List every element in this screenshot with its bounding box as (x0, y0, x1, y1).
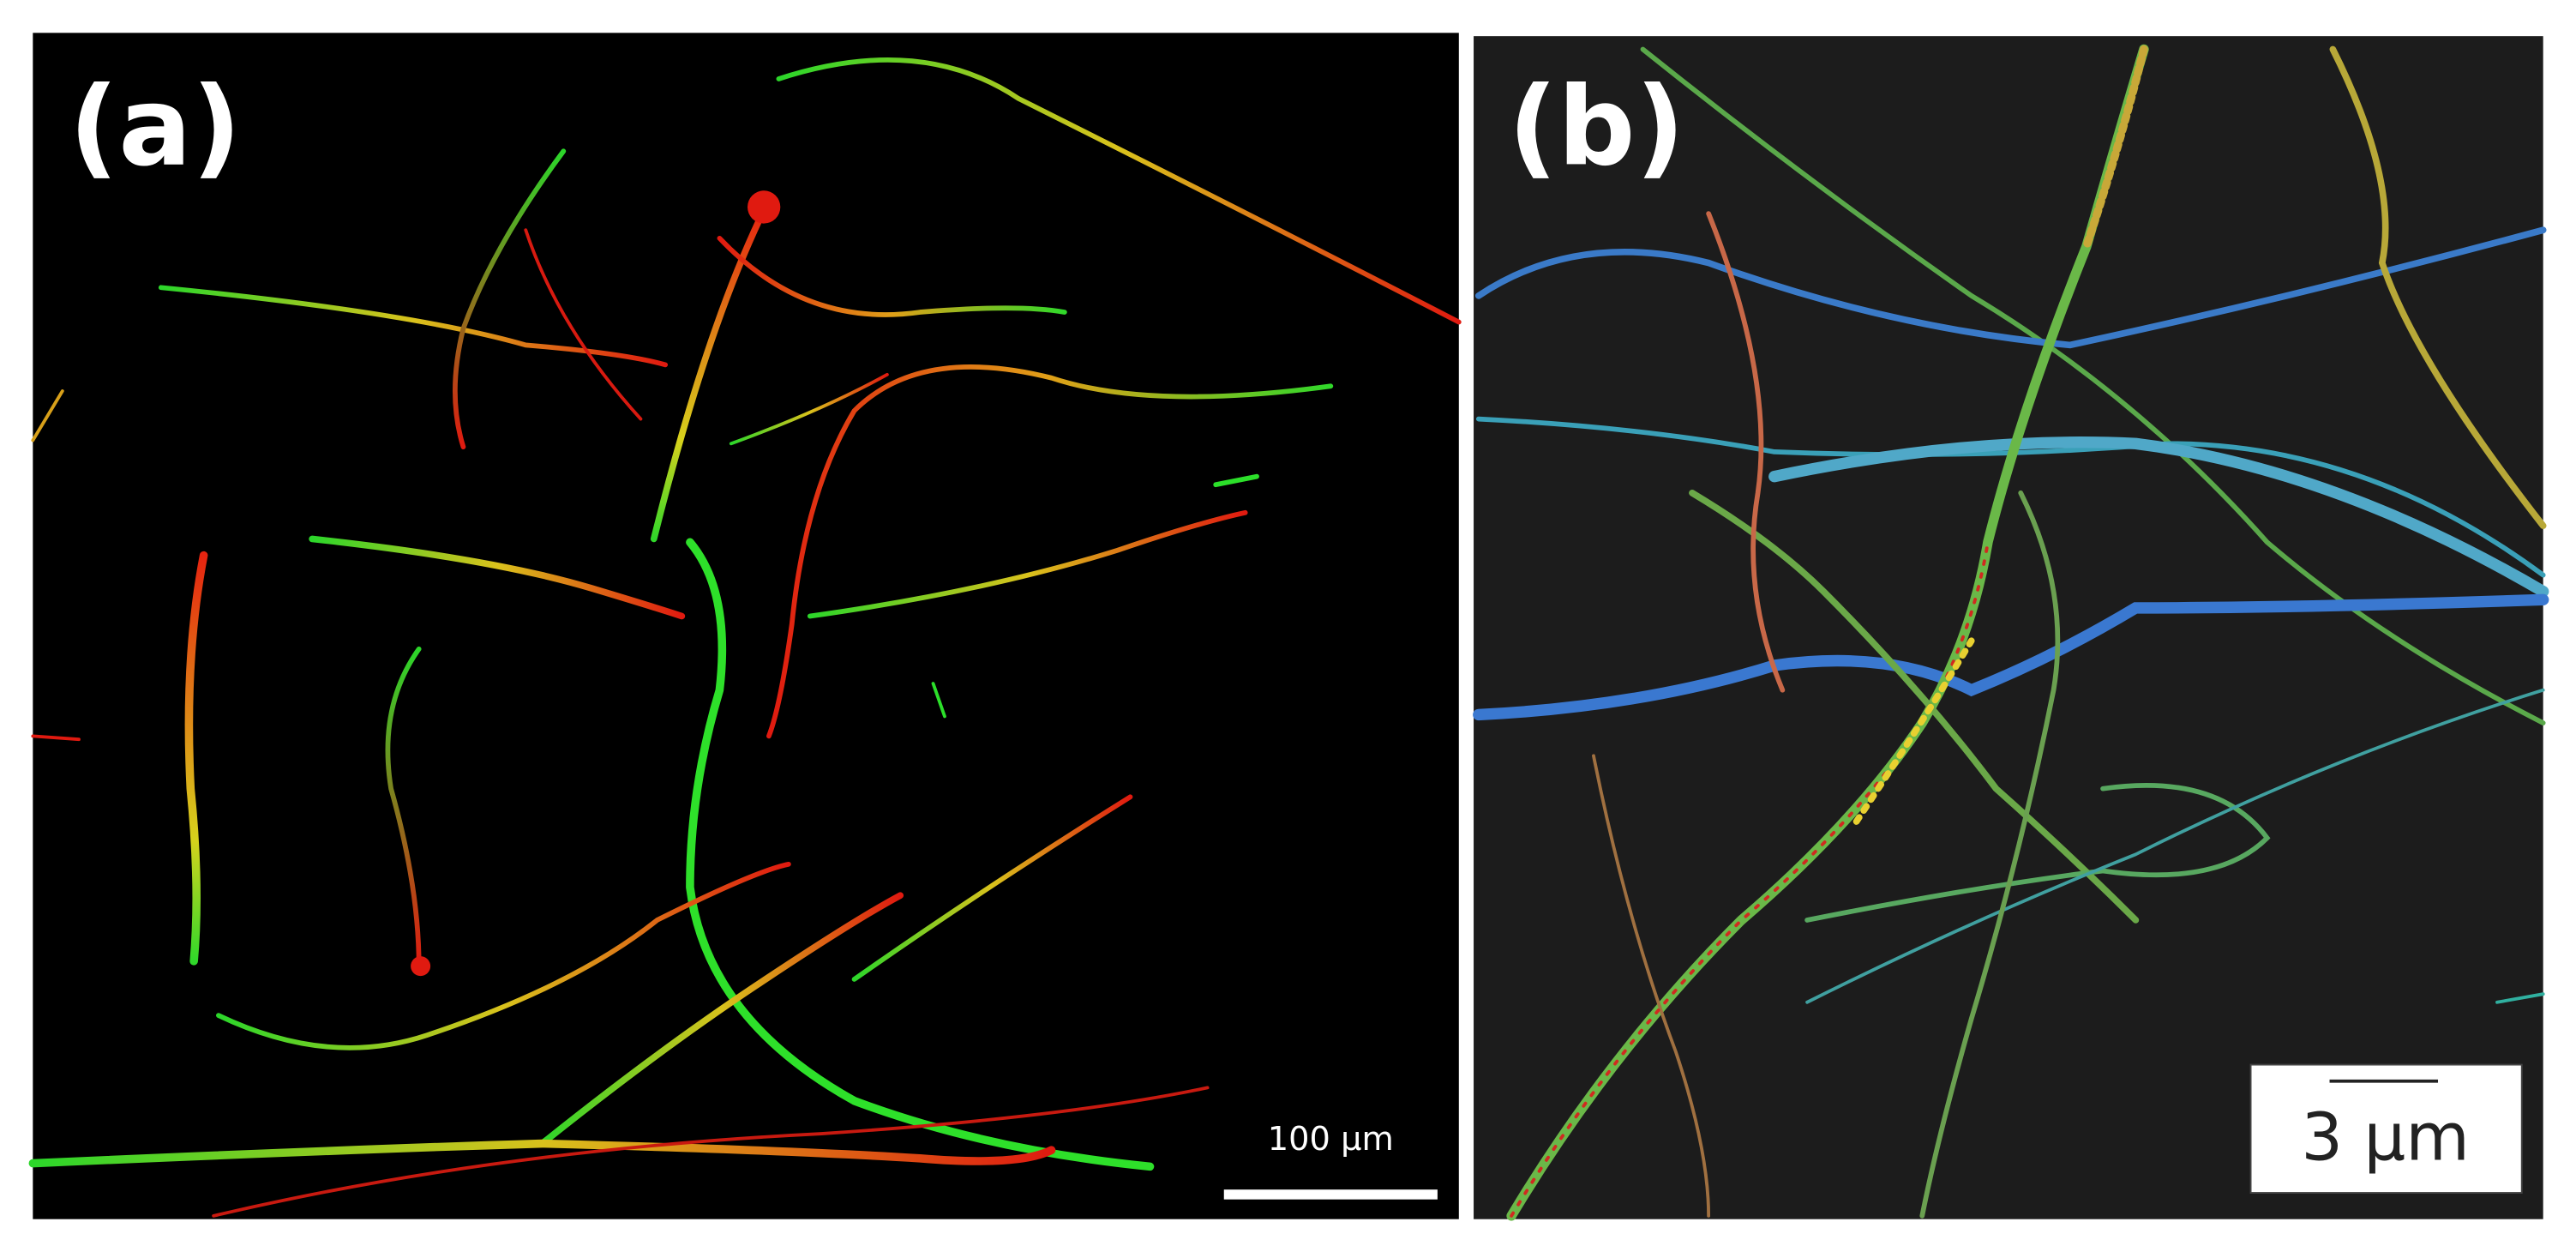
scale-bar-label: 100 µm (1268, 1120, 1394, 1159)
panel-a: (a) 100 µm (28, 33, 1462, 1219)
scale-bar-box (2249, 1063, 2523, 1194)
panel-label: (a) (69, 64, 241, 190)
panel-a-background (33, 33, 1459, 1219)
scale-bar-label: 3 µm (2301, 1100, 2470, 1177)
scale-bar (1223, 1189, 1438, 1200)
panel-label: (b) (1508, 64, 1684, 190)
fibers-a (28, 57, 1462, 1218)
panel-b: (b) 3 µm (1473, 36, 2549, 1221)
fibers-b (1473, 44, 2549, 1221)
